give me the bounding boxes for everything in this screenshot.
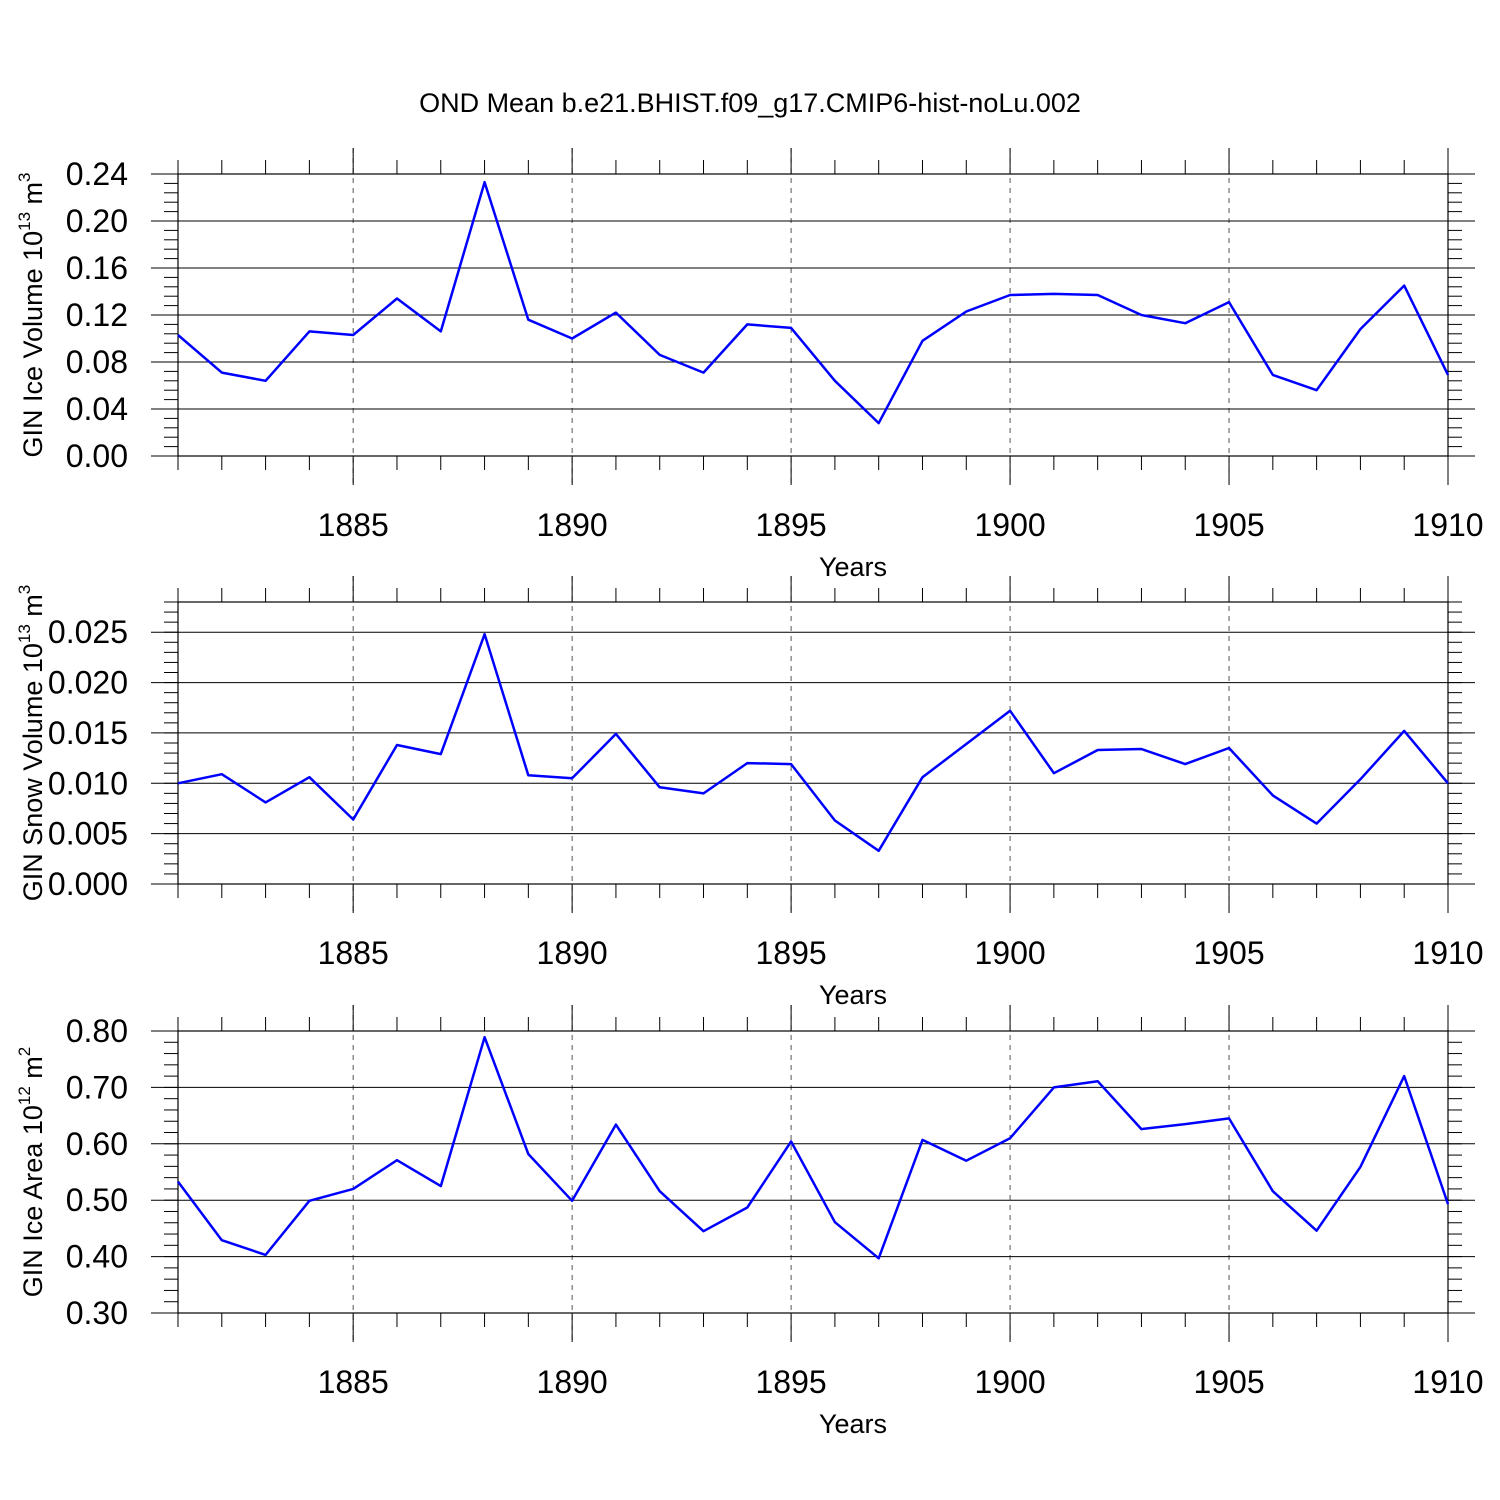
x-tick-label: 1905: [1193, 1364, 1264, 1400]
y-label-unit-exponent: 3: [15, 172, 34, 181]
y-tick-label: 0.00: [66, 438, 128, 474]
series-line: [176, 1035, 1450, 1260]
x-axis-label: Years: [819, 980, 887, 1010]
y-axis-label: GIN Snow Volume 1013 m3: [15, 585, 48, 902]
y-tick-label: 0.025: [48, 614, 128, 650]
y-label-unit: m: [18, 182, 48, 212]
panel-ice-volume: 0.00 0.04 0.08 0.12 0.16 0.20 0.24 1885 1890 1895…: [15, 148, 1484, 582]
y-label-exponent: 12: [15, 1086, 34, 1105]
x-tick-label: 1895: [756, 507, 827, 543]
y-label-text: GIN Ice Area 10: [18, 1105, 48, 1297]
y-tick-label: 0.40: [66, 1239, 128, 1275]
x-tick-label: 1905: [1193, 507, 1264, 543]
plot-frame: [177, 173, 1449, 457]
y-tick-label: 0.60: [66, 1126, 128, 1162]
y-tick-label: 0.005: [48, 816, 128, 852]
x-axis-label: Years: [819, 552, 887, 582]
y-tick-label: 0.010: [48, 765, 128, 801]
x-tick-label: 1885: [318, 507, 389, 543]
y-tick-label: 0.08: [66, 344, 128, 380]
plot-frame: [177, 1030, 1449, 1314]
y-label-exponent: 13: [15, 212, 34, 231]
y-tick-label: 0.020: [48, 665, 128, 701]
y-tick-label: 0.24: [66, 156, 128, 192]
plot-frame: [177, 601, 1449, 885]
x-tick-label: 1885: [318, 935, 389, 971]
series-line: [177, 180, 1450, 425]
y-tick-label: 0.20: [66, 203, 128, 239]
y-label-unit-exponent: 3: [15, 585, 34, 594]
x-axis-label: Years: [819, 1409, 887, 1439]
panel-ice-area: 0.30 0.40 0.50 0.60 0.70 0.80 1885 1890 1895 1900…: [15, 1005, 1484, 1439]
x-tick-label: 1910: [1412, 507, 1483, 543]
panel-snow-volume: 0.000 0.005 0.010 0.015 0.020 0.025 1885 1890 18…: [15, 576, 1484, 1010]
x-tick-label: 1895: [756, 1364, 827, 1400]
x-tick-label: 1905: [1193, 935, 1264, 971]
y-tick-label: 0.000: [48, 866, 128, 902]
x-tick-label: 1900: [974, 1364, 1045, 1400]
x-tick-label: 1885: [318, 1364, 389, 1400]
x-tick-label: 1890: [537, 507, 608, 543]
y-label-unit-exponent: 2: [15, 1047, 34, 1056]
y-label-unit: m: [18, 1056, 48, 1086]
y-axis-label: GIN Ice Area 1012 m2: [15, 1047, 48, 1298]
y-tick-label: 0.12: [66, 297, 128, 333]
y-tick-label: 0.30: [66, 1295, 128, 1331]
x-tick-label: 1890: [537, 1364, 608, 1400]
x-tick-label: 1890: [537, 935, 608, 971]
y-label-text: GIN Ice Volume 10: [18, 231, 48, 458]
x-tick-label: 1900: [974, 507, 1045, 543]
x-tick-label: 1895: [756, 935, 827, 971]
x-tick-label: 1910: [1412, 1364, 1483, 1400]
y-tick-label: 0.04: [66, 391, 128, 427]
series-line: [177, 632, 1449, 853]
y-tick-label: 0.80: [66, 1013, 128, 1049]
x-tick-label: 1910: [1412, 935, 1483, 971]
y-tick-label: 0.50: [66, 1182, 128, 1218]
chart-title: OND Mean b.e21.BHIST.f09_g17.CMIP6-hist-…: [419, 88, 1081, 118]
y-label-unit: m: [18, 594, 48, 624]
y-label-exponent: 13: [15, 624, 34, 643]
y-tick-label: 0.70: [66, 1069, 128, 1105]
y-label-text: GIN Snow Volume 10: [18, 643, 48, 901]
y-tick-label: 0.16: [66, 250, 128, 286]
y-axis-label: GIN Ice Volume 1013 m3: [15, 172, 48, 457]
y-tick-label: 0.015: [48, 715, 128, 751]
x-tick-label: 1900: [974, 935, 1045, 971]
